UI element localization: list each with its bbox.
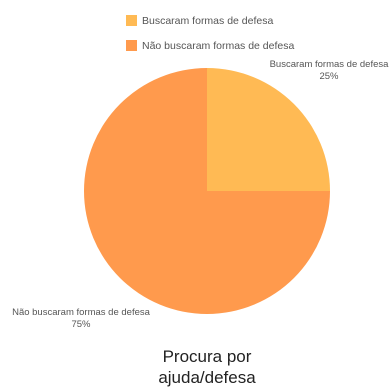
legend-label-2: Não buscaram formas de defesa [142,40,294,52]
legend-swatch-1 [126,15,137,26]
pie-slice-1 [207,68,330,191]
chart-title-line-2: ajuda/defesa [158,368,256,387]
slice-label-name-1: Buscaram formas de defesa [270,59,390,70]
chart-title-line-1: Procura por [163,347,252,366]
slice-label-name-2: Não buscaram formas de defesa [12,307,151,318]
legend-swatch-2 [126,40,137,51]
legend: Buscaram formas de defesa Não buscaram fo… [126,15,294,52]
pie-slice-2 [84,68,330,314]
legend-label-1: Buscaram formas de defesa [142,15,273,27]
pie-slices [84,68,330,314]
slice-label-value-2: 75% [71,319,91,330]
slice-label-value-1: 25% [319,71,339,82]
